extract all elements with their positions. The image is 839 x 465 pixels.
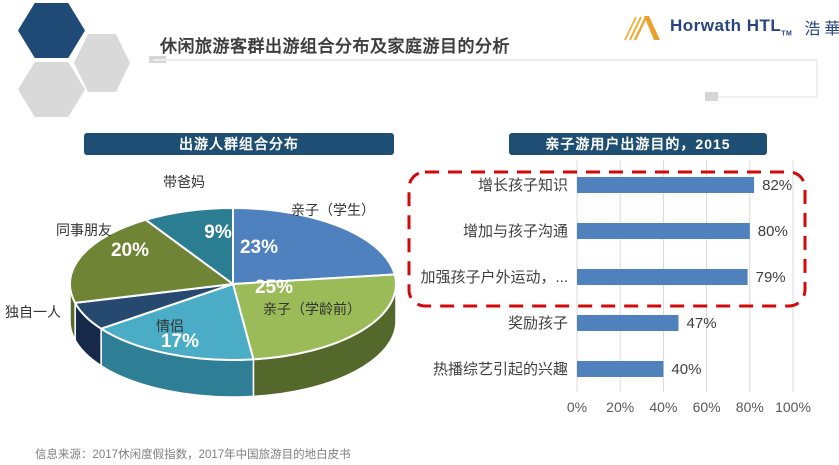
- x-axis-tick-label: 20%: [606, 399, 634, 415]
- horwath-mountain-icon: [624, 16, 660, 41]
- pie-label-preschool: 亲子（学龄前）: [263, 301, 361, 317]
- logo-chinese-name: 浩華: [804, 21, 839, 38]
- bar-category-label: 热播综艺引起的兴趣: [433, 361, 568, 378]
- pie-slice: [68, 218, 234, 304]
- bar: [577, 177, 755, 193]
- bar: [577, 315, 679, 331]
- x-axis-tick-label: 60%: [693, 399, 721, 415]
- title-underline: [153, 59, 818, 61]
- logo-wordmark: Horwath HTLTM: [670, 16, 793, 38]
- pie-pct-dai-bama: 9%: [204, 222, 232, 243]
- source-note: 信息来源：2017休闲度假指数，2017年中国旅游目的地白皮书: [35, 449, 351, 461]
- bar-category-label: 加强孩子户外运动，...: [420, 269, 568, 286]
- bar-value-label: 40%: [671, 361, 701, 378]
- x-axis-tick-label: 0%: [567, 399, 587, 415]
- pie-chart-header: 出游人群组合分布: [84, 133, 394, 155]
- pie-label-colleagues: 同事朋友: [56, 222, 112, 238]
- placeholder-outline-horizontal: [710, 96, 818, 98]
- bar-category-label: 奖励孩子: [508, 315, 568, 332]
- pie-slice: [144, 206, 234, 285]
- pie-pct-colleagues: 20%: [110, 240, 150, 261]
- pie-chart: [68, 206, 397, 398]
- bar-category-label: 增长孩子知识: [478, 177, 568, 194]
- bar-value-label: 82%: [762, 177, 792, 194]
- logo: Horwath HTLTM 浩華: [622, 12, 839, 42]
- pie-label-student: 亲子（学生）: [291, 202, 375, 218]
- bar: [577, 269, 748, 285]
- x-axis-tick-label: 40%: [649, 399, 677, 415]
- bar-value-label: 79%: [756, 269, 786, 286]
- pie-slice: [232, 207, 396, 285]
- bar: [577, 361, 664, 377]
- x-axis-tick-label: 80%: [736, 399, 764, 415]
- pie-slice: [232, 273, 397, 361]
- bar: [577, 223, 750, 239]
- pie-label-dai-bama: 带爸妈: [163, 174, 205, 190]
- pie-pct-couple: 17%: [160, 331, 200, 352]
- bar-category-label: 增加与孩子沟通: [463, 223, 568, 240]
- logo-tm: TM: [781, 30, 793, 38]
- placeholder-outline-vertical: [816, 60, 818, 98]
- bar-chart-header: 亲子游用户出游目的，2015: [509, 133, 767, 155]
- page-title: 休闲旅游客群出游组合分布及家庭游目的分析: [160, 37, 510, 56]
- pie-slice: [100, 283, 255, 362]
- bar-value-label: 80%: [758, 223, 788, 240]
- pie-label-alone: 独自一人: [5, 304, 61, 320]
- pie-pct-preschool: 25%: [254, 277, 294, 298]
- pie-label-couple: 情侣: [156, 318, 184, 334]
- highlight-dashed-box: [407, 170, 807, 308]
- bar-value-label: 47%: [687, 315, 717, 332]
- placeholder-handle: [705, 92, 718, 101]
- pie-pct-student: 23%: [239, 237, 279, 258]
- hexagon-gray-right: [74, 34, 130, 92]
- x-axis-tick-label: 100%: [775, 399, 811, 415]
